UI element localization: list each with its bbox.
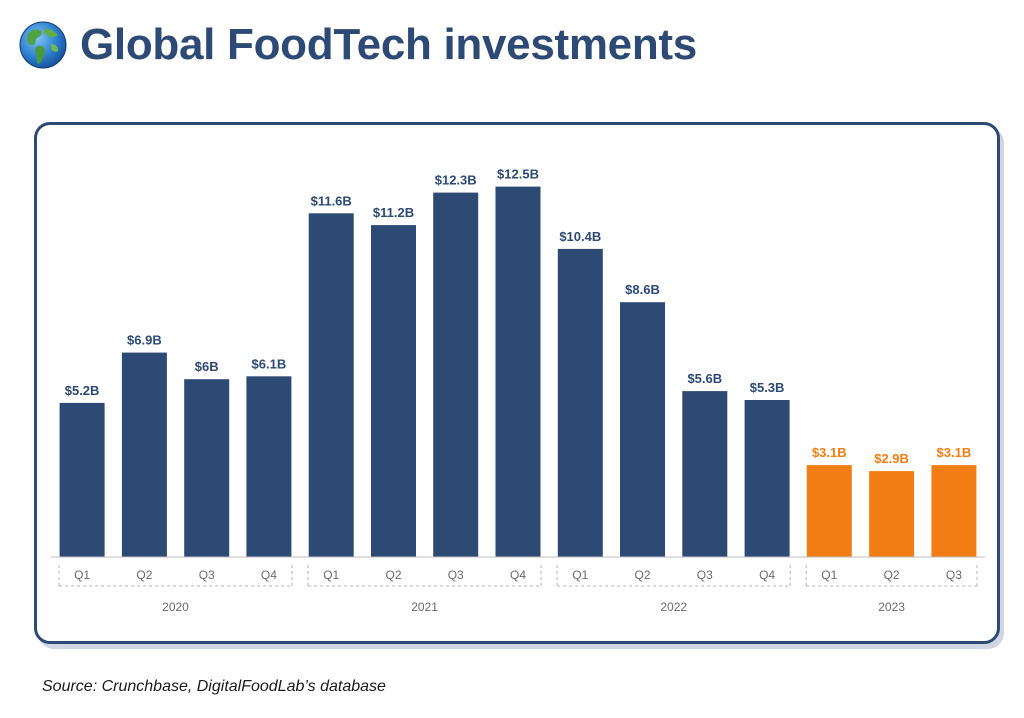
quarter-tick-label: Q2 (634, 568, 650, 582)
bar-chart: $5.2B Q1 $6.9B Q2 $6B Q3 $6.1B Q4 $11.6B Q1 $11.2B… (51, 167, 985, 614)
bar-2021-q4 (495, 186, 541, 557)
bar-2021-q3 (433, 192, 479, 557)
bar-2023-q3 (931, 465, 977, 557)
data-label: $3.1B (937, 445, 972, 460)
quarter-tick-label: Q1 (572, 568, 588, 582)
quarter-tick-label: Q3 (199, 568, 215, 582)
chart-card: $5.2B Q1 $6.9B Q2 $6B Q3 $6.1B Q4 $11.6B Q1 $11.2B… (34, 122, 1000, 644)
bar-2020-q4 (246, 376, 292, 557)
bar-2022-q3 (682, 391, 728, 557)
bar-2020-q3 (184, 379, 230, 557)
data-label: $10.4B (559, 229, 601, 244)
quarter-tick-label: Q2 (385, 568, 401, 582)
data-label: $6.1B (252, 356, 287, 371)
data-label: $6.9B (127, 333, 162, 348)
quarter-tick-label: Q3 (697, 568, 713, 582)
bar-2021-q1 (308, 213, 354, 558)
bar-2020-q2 (121, 352, 167, 557)
quarter-tick-label: Q2 (884, 568, 900, 582)
data-label: $5.3B (750, 380, 785, 395)
bar-2020-q1 (59, 402, 105, 557)
data-label: $11.2B (373, 205, 414, 220)
quarter-tick-label: Q4 (261, 568, 277, 582)
globe-icon (19, 21, 67, 69)
bar-2023-q1 (806, 465, 852, 557)
year-label-2022: 2022 (660, 600, 687, 614)
quarter-tick-label: Q4 (510, 568, 526, 582)
title-row: Global FoodTech investments (18, 14, 697, 76)
data-label: $11.6B (311, 193, 352, 208)
source-note: Source: Crunchbase, DigitalFoodLab’s dat… (42, 678, 386, 695)
quarter-tick-label: Q3 (448, 568, 464, 582)
bar-2021-q2 (371, 225, 416, 557)
quarter-tick-label: Q1 (74, 568, 90, 582)
data-label: $12.5B (497, 167, 539, 182)
data-label: $2.9B (874, 451, 909, 466)
bar-2022-q2 (620, 302, 665, 557)
quarter-tick-label: Q4 (759, 568, 775, 582)
bar-2023-q2 (869, 471, 915, 557)
data-label: $5.2B (65, 383, 100, 398)
quarter-tick-label: Q1 (821, 568, 837, 582)
year-label-2023: 2023 (878, 600, 905, 614)
quarter-tick-label: Q1 (323, 568, 339, 582)
data-label: $5.6B (687, 371, 722, 386)
data-label: $3.1B (812, 445, 847, 460)
quarter-tick-label: Q3 (946, 568, 962, 582)
page-title: Global FoodTech investments (80, 20, 697, 69)
quarter-tick-label: Q2 (136, 568, 152, 582)
data-label: $6B (195, 359, 219, 374)
data-label: $12.3B (435, 173, 477, 188)
data-label: $8.6B (625, 282, 660, 297)
year-label-2020: 2020 (162, 600, 189, 614)
bar-2022-q4 (744, 400, 790, 557)
year-label-2021: 2021 (411, 600, 438, 614)
bar-2022-q1 (557, 248, 603, 557)
